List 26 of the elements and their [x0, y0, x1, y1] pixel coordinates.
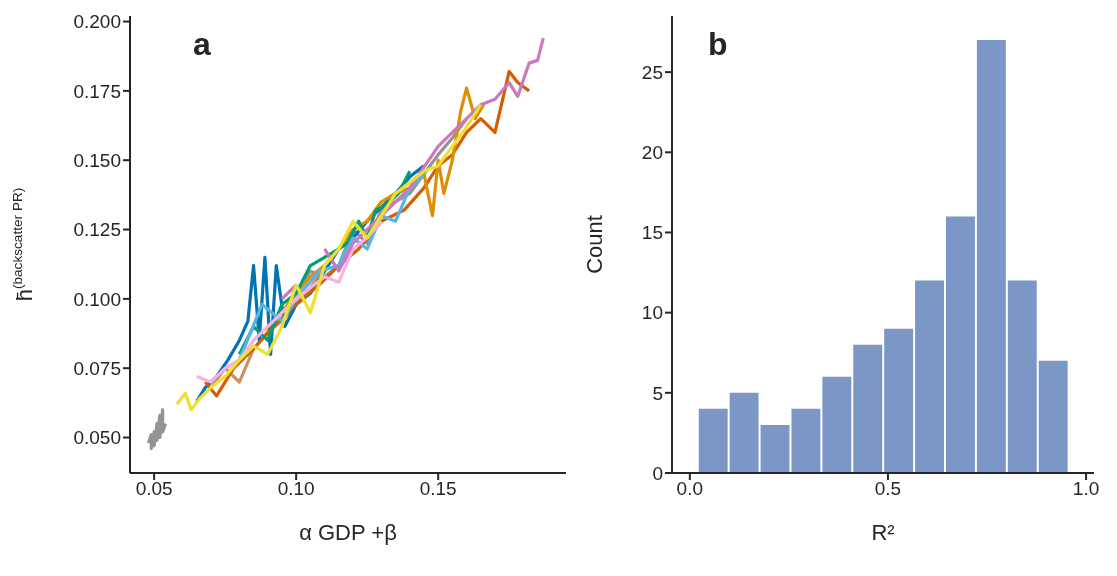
x-tick-label: 0.15	[419, 478, 457, 500]
y-tick-label: 0.075	[73, 357, 121, 379]
x-tick-label: 0.5	[874, 478, 902, 500]
chart-title: b	[708, 26, 728, 63]
x-axis-title: α GDP +β	[299, 520, 397, 545]
line-series	[146, 408, 168, 451]
y-tick-label: 0	[652, 462, 663, 484]
y-tick-label: 0.175	[73, 80, 121, 102]
x-tick-label: 0.10	[277, 478, 315, 500]
y-tick-label: 0.200	[73, 11, 121, 33]
y-tick-label: 5	[652, 382, 663, 404]
y-tick-label: 0.100	[73, 288, 121, 310]
x-tick-label: 1.0	[1072, 478, 1100, 500]
y-tick-label: 0.125	[73, 219, 121, 241]
chart-title: a	[193, 26, 211, 63]
x-tick-label: 0.05	[135, 478, 173, 500]
y-tick-label: 15	[641, 222, 663, 244]
line-series	[175, 103, 483, 412]
y-tick-label: 0.150	[73, 149, 121, 171]
x-axis-title: R²	[871, 520, 895, 545]
y-tick-label: 25	[641, 61, 663, 83]
y-tick-label: 20	[641, 142, 663, 164]
y-axis-title: Count	[581, 215, 607, 274]
x-tick-label: 0.0	[676, 478, 704, 500]
y-tick-label: 10	[641, 302, 663, 324]
y-tick-label: 0.050	[73, 427, 121, 449]
